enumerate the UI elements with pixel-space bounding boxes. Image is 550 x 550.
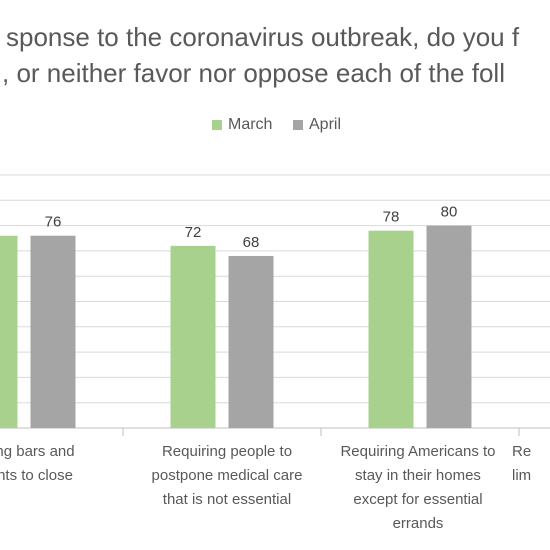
bar-value-label: 78 — [383, 209, 400, 226]
legend-item-march: March — [212, 114, 272, 136]
legend-item-april: April — [293, 114, 341, 136]
bar-april-1 — [30, 235, 76, 428]
chart-title-line-1: sponse to the coronavirus outbreak, do y… — [6, 22, 520, 52]
bar-march-2 — [170, 245, 216, 428]
legend-label-march: March — [228, 116, 273, 133]
bar-value-label: 68 — [243, 234, 260, 251]
bar-april-3 — [426, 225, 472, 428]
category-label-4: Re lim — [512, 443, 532, 484]
bar-value-label: 76 — [45, 214, 62, 231]
category-label-1: ng bars and nts to close — [0, 443, 75, 484]
legend: March April — [0, 114, 550, 136]
category-label-2: Requiring people to postpone medical car… — [151, 443, 303, 508]
bar-march-3 — [368, 230, 414, 428]
bar-value-labels: 76 72 68 78 80 — [45, 204, 458, 251]
category-label-3: Requiring Americans to stay in their hom… — [340, 443, 496, 532]
bar-value-label: 80 — [441, 204, 458, 221]
bar-march-1 — [0, 235, 18, 428]
bar-value-label: 72 — [185, 224, 202, 241]
legend-swatch-march — [212, 120, 222, 130]
bar-april-2 — [228, 255, 274, 428]
bars — [0, 225, 472, 428]
legend-label-april: April — [309, 116, 342, 133]
legend-swatch-april — [293, 120, 303, 130]
chart-title-line-2: , or neither favor nor oppose each of th… — [2, 58, 505, 88]
